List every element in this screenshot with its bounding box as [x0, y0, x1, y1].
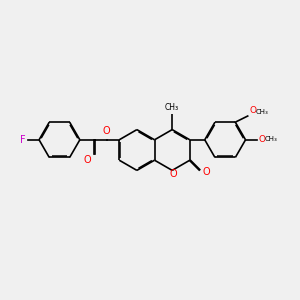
Text: CH₃: CH₃ — [256, 109, 268, 115]
Text: CH₃: CH₃ — [265, 136, 278, 142]
Text: O: O — [83, 155, 91, 165]
Text: O: O — [259, 135, 266, 144]
Text: O: O — [202, 167, 210, 176]
Text: O: O — [169, 169, 177, 179]
Text: F: F — [20, 135, 26, 145]
Text: O: O — [250, 106, 256, 115]
Text: O: O — [103, 126, 110, 136]
Text: CH₃: CH₃ — [165, 103, 179, 112]
